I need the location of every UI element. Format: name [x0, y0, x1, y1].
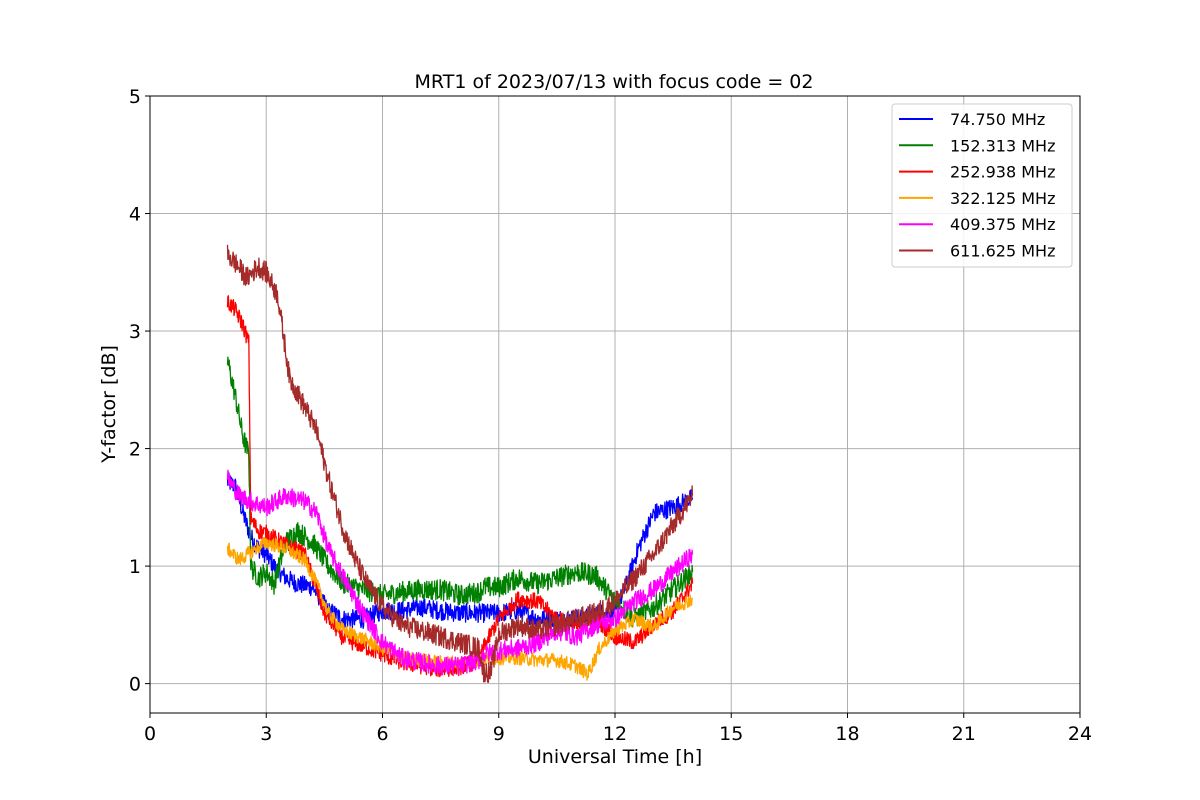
x-axis-ticks: 0 3 6 9 12 15 18 21 24 — [144, 713, 1092, 745]
x-axis-label: Universal Time [h] — [528, 746, 702, 768]
legend-label: 409.375 MHz — [950, 215, 1055, 234]
legend-box — [891, 103, 1073, 268]
plot-area — [226, 244, 694, 683]
y-tick-label: 3 — [129, 321, 141, 343]
y-axis-label: Y-factor [dB] — [98, 345, 120, 464]
y-tick-label: 4 — [129, 204, 141, 226]
x-tick-label: 15 — [719, 723, 743, 745]
series-line-4 — [226, 536, 694, 681]
legend-label: 152.313 MHz — [950, 136, 1055, 155]
y-tick-label: 2 — [129, 439, 141, 461]
legend-label: 74.750 MHz — [950, 110, 1045, 129]
x-tick-label: 9 — [493, 723, 505, 745]
legend-label: 322.125 MHz — [950, 189, 1055, 208]
series-line-6 — [226, 244, 694, 683]
legend-label: 611.625 MHz — [950, 242, 1055, 261]
x-tick-label: 0 — [144, 723, 156, 745]
x-tick-label: 18 — [835, 723, 859, 745]
chart-title: MRT1 of 2023/07/13 with focus code = 02 — [415, 71, 814, 93]
x-tick-label: 12 — [603, 723, 627, 745]
series-line-5 — [226, 469, 694, 676]
y-tick-label: 0 — [129, 674, 141, 696]
y-axis-ticks: 0 1 2 3 4 5 — [129, 86, 150, 696]
x-tick-label: 3 — [260, 723, 272, 745]
y-tick-label: 5 — [129, 86, 141, 108]
x-tick-label: 6 — [376, 723, 388, 745]
y-tick-label: 1 — [129, 556, 141, 578]
legend-label: 252.938 MHz — [950, 163, 1055, 182]
x-tick-label: 24 — [1068, 723, 1092, 745]
x-tick-label: 21 — [952, 723, 976, 745]
legend: 74.750 MHz 152.313 MHz 252.938 MHz 322.125 … — [891, 103, 1073, 268]
